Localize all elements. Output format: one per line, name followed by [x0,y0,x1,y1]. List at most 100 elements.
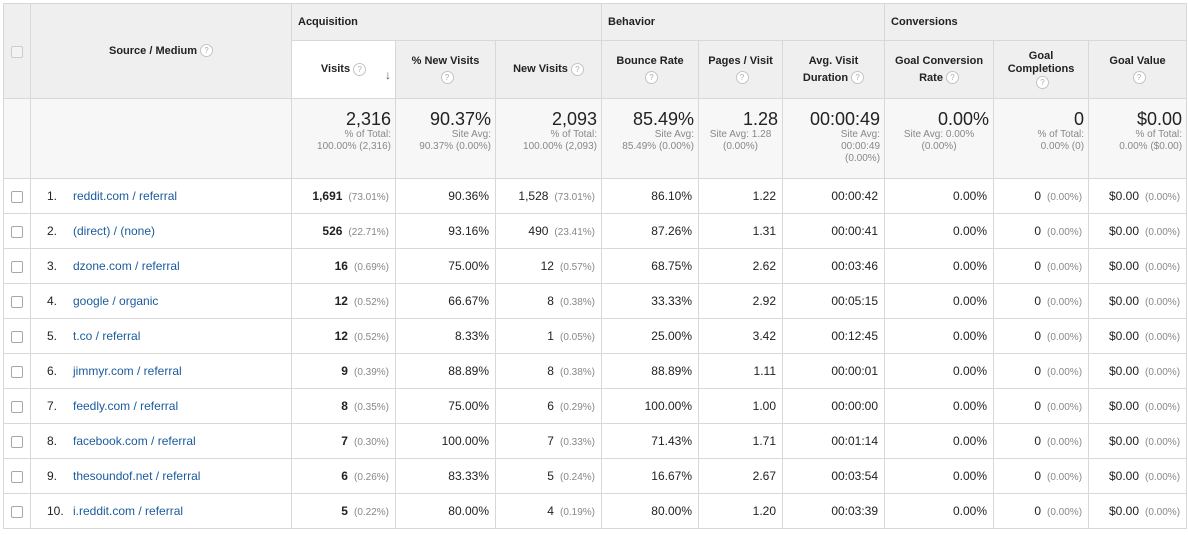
source-medium-link[interactable]: facebook.com / referral [73,434,196,448]
col-avg-visit-duration[interactable]: Avg. Visit Duration? [781,40,886,99]
new-visits-pct-cell: 100.00% [395,423,496,459]
row-checkbox-box[interactable] [11,330,23,343]
new-visits-pct-cell: 8.33% [395,318,496,354]
total-goal-conv-rate: 0.00% Site Avg: 0.00% (0.00%) [884,98,995,179]
row-checkbox[interactable] [3,423,31,459]
row-checkbox[interactable] [3,388,31,424]
col-visits[interactable]: Visits? ↓ [291,40,396,99]
source-medium-link[interactable]: feedly.com / referral [73,399,179,413]
row-checkbox[interactable] [3,493,31,529]
goal-conv-rate-cell: 0.00% [884,318,995,354]
help-icon[interactable]: ? [570,62,584,76]
goal-value-pct: (0.00%) [1145,472,1181,483]
col-goal-conversion-rate-label-1: Goal Conversion [895,54,984,67]
row-checkbox[interactable] [3,458,31,494]
row-checkbox[interactable] [3,353,31,389]
goal-value-cell: $0.00 (0.00%) [1088,213,1188,249]
row-checkbox[interactable] [3,318,31,354]
row-index: 7. [47,399,58,413]
help-icon[interactable]: ? [735,71,749,85]
goal-completions-cell: 0 (0.00%) [993,423,1090,459]
row-checkbox[interactable] [3,248,31,284]
goal-conv-rate-cell: 0.00% [884,353,995,389]
visits-pct: (0.22%) [353,507,389,518]
bounce-rate-cell: 80.00% [601,493,699,529]
row-checkbox-box[interactable] [11,470,23,483]
goal-completions-pct: (0.00%) [1047,437,1083,448]
col-goal-value[interactable]: Goal Value? [1088,40,1188,99]
new-visits-cell: 8 (0.38%) [495,283,602,319]
help-icon[interactable]: ? [1036,75,1050,89]
visits-value: 7 [341,434,348,448]
col-new-visits-pct[interactable]: % New Visits? [395,40,496,99]
sort-desc-icon[interactable]: ↓ [385,68,391,82]
help-icon[interactable]: ? [851,71,865,85]
select-all-checkbox[interactable] [3,3,31,99]
source-medium-link[interactable]: i.reddit.com / referral [73,504,184,518]
goal-conv-rate-cell: 0.00% [884,493,995,529]
visits-value: 8 [341,399,348,413]
source-cell: 7. feedly.com / referral [30,388,292,424]
visits-cell: 7 (0.30%) [291,423,396,459]
goal-completions-cell: 0 (0.00%) [993,388,1090,424]
row-checkbox[interactable] [3,283,31,319]
help-icon[interactable]: ? [645,71,658,85]
avg-duration-cell: 00:00:42 [781,178,886,214]
goal-value-pct: (0.00%) [1145,367,1181,378]
source-medium-link[interactable]: reddit.com / referral [73,189,178,203]
help-icon[interactable]: ? [945,71,959,85]
col-goal-value-label: Goal Value [1109,54,1166,67]
bounce-rate-cell: 100.00% [601,388,699,424]
visits-cell: 12 (0.52%) [291,283,396,319]
col-pages-visit[interactable]: Pages / Visit? [698,40,783,99]
row-checkbox-box[interactable] [11,435,23,448]
new-visits-pct: (0.33%) [559,437,595,448]
visits-cell: 8 (0.35%) [291,388,396,424]
help-icon[interactable]: ? [440,71,454,85]
total-value: 85.49% [632,109,694,129]
row-checkbox[interactable] [3,178,31,214]
new-visits-cell: 8 (0.38%) [495,353,602,389]
bounce-rate-cell: 88.89% [601,353,699,389]
row-checkbox-box[interactable] [11,260,23,273]
col-source-medium[interactable]: Source / Medium? [30,3,292,99]
goal-completions-value: 0 [1034,329,1042,343]
col-goal-completions[interactable]: Goal Completions? [993,40,1090,99]
col-new-visits-pct-label: % New Visits [411,54,480,67]
goal-completions-cell: 0 (0.00%) [993,458,1090,494]
new-visits-value: 490 [528,224,549,238]
select-all-box[interactable] [11,45,23,58]
visits-pct: (0.52%) [353,332,389,343]
help-icon[interactable]: ? [1132,71,1146,85]
goal-value-cell: $0.00 (0.00%) [1088,493,1188,529]
goal-value-value: $0.00 [1108,259,1140,273]
source-medium-link[interactable]: jimmyr.com / referral [73,364,182,378]
help-icon[interactable]: ? [200,44,214,58]
new-visits-value: 7 [547,434,554,448]
row-checkbox-box[interactable] [11,225,23,238]
row-checkbox-box[interactable] [11,400,23,413]
pages-visit-cell: 2.92 [698,283,783,319]
row-checkbox-box[interactable] [11,505,23,518]
row-checkbox[interactable] [3,213,31,249]
total-value: 0 [1074,109,1085,129]
col-goal-conversion-rate[interactable]: Goal Conversion Rate? [884,40,995,99]
source-medium-link[interactable]: (direct) / (none) [73,224,156,238]
col-new-visits[interactable]: New Visits? [495,40,602,99]
new-visits-cell: 6 (0.29%) [495,388,602,424]
new-visits-value: 1,528 [518,189,549,203]
row-checkbox-box[interactable] [11,295,23,308]
col-goal-completions-label-1: Goal [1028,49,1054,62]
row-checkbox-box[interactable] [11,190,23,203]
source-medium-link[interactable]: thesoundof.net / referral [73,469,201,483]
source-medium-link[interactable]: dzone.com / referral [73,259,180,273]
new-visits-pct-cell: 93.16% [395,213,496,249]
pages-visit-cell: 1.71 [698,423,783,459]
source-medium-link[interactable]: t.co / referral [73,329,141,343]
row-checkbox-box[interactable] [11,365,23,378]
help-icon[interactable]: ? [353,62,367,76]
pages-visit-cell: 1.20 [698,493,783,529]
col-bounce-rate[interactable]: Bounce Rate? [601,40,699,99]
total-value: 00:00:49 [809,109,881,129]
source-medium-link[interactable]: google / organic [73,294,159,308]
